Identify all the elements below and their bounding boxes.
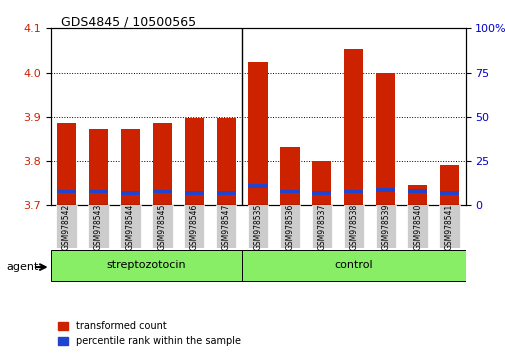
Text: agent: agent: [6, 262, 38, 272]
Bar: [407, 205, 427, 248]
Bar: [311, 205, 331, 248]
Bar: [280, 147, 299, 205]
Text: GSM978542: GSM978542: [62, 204, 71, 250]
Bar: [89, 129, 108, 205]
Text: GSM978546: GSM978546: [189, 203, 198, 250]
Bar: [438, 205, 459, 248]
Bar: [57, 190, 76, 193]
Bar: [184, 118, 204, 205]
Text: GSM978535: GSM978535: [253, 203, 262, 250]
Bar: [216, 191, 235, 195]
Bar: [312, 161, 331, 205]
Text: GSM978540: GSM978540: [412, 203, 421, 250]
Bar: [89, 190, 108, 193]
Bar: [56, 205, 77, 248]
Text: GSM978544: GSM978544: [126, 203, 135, 250]
Bar: [439, 191, 458, 195]
Bar: [375, 73, 394, 205]
Bar: [121, 191, 140, 195]
Bar: [120, 205, 140, 248]
Text: control: control: [334, 260, 372, 270]
Text: GSM978543: GSM978543: [94, 203, 103, 250]
Text: GSM978541: GSM978541: [444, 204, 453, 250]
Bar: [50, 250, 241, 281]
Text: GSM978536: GSM978536: [285, 203, 294, 250]
Bar: [375, 205, 395, 248]
Bar: [343, 205, 363, 248]
Bar: [216, 205, 236, 248]
Bar: [248, 62, 267, 205]
Bar: [407, 189, 426, 193]
Bar: [407, 185, 426, 205]
Bar: [216, 118, 235, 205]
Legend: transformed count, percentile rank within the sample: transformed count, percentile rank withi…: [56, 319, 243, 349]
Bar: [343, 190, 363, 193]
Bar: [343, 49, 363, 205]
Bar: [153, 124, 172, 205]
Text: GSM978537: GSM978537: [317, 203, 326, 250]
Bar: [247, 205, 268, 248]
Text: GSM978539: GSM978539: [380, 203, 389, 250]
Text: GSM978547: GSM978547: [221, 203, 230, 250]
Text: GSM978538: GSM978538: [348, 204, 358, 250]
Bar: [375, 188, 394, 192]
Text: GDS4845 / 10500565: GDS4845 / 10500565: [61, 16, 195, 29]
Bar: [88, 205, 109, 248]
Bar: [241, 250, 465, 281]
Bar: [184, 191, 204, 195]
Bar: [312, 191, 331, 195]
Bar: [279, 205, 299, 248]
Text: GSM978545: GSM978545: [158, 203, 167, 250]
Bar: [57, 124, 76, 205]
Bar: [184, 205, 204, 248]
Text: streptozotocin: streptozotocin: [107, 260, 186, 270]
Bar: [248, 184, 267, 188]
Bar: [280, 190, 299, 193]
Bar: [153, 190, 172, 193]
Bar: [439, 165, 458, 205]
Bar: [152, 205, 172, 248]
Bar: [121, 129, 140, 205]
